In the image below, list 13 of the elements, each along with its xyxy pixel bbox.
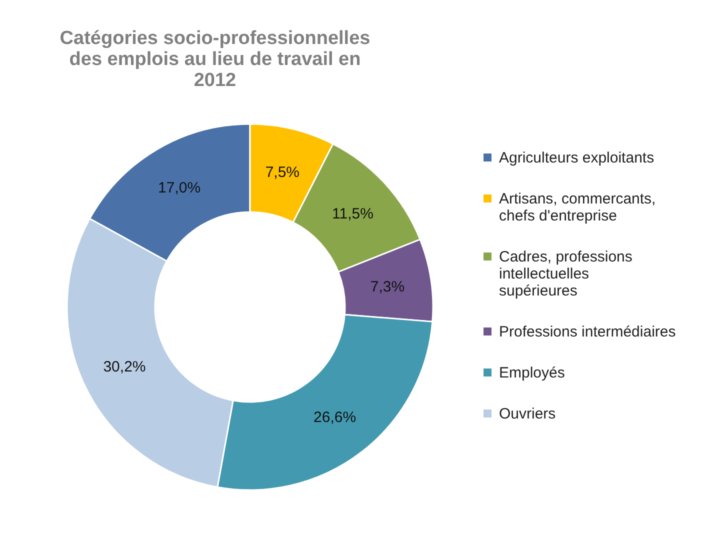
legend-label: Professions intermédiaires	[499, 324, 676, 340]
data-label: 30,2%	[103, 358, 146, 376]
legend-label: Cadres, professions intellectuelles supérieures	[499, 248, 632, 300]
data-label: 26,6%	[314, 409, 356, 426]
legend-label: Employés	[499, 364, 565, 382]
legend-label: Ouvriers	[499, 406, 556, 422]
data-label: 11,5%	[332, 205, 374, 222]
legend-label: Agriculteurs exploitants	[499, 150, 654, 166]
data-label: 17,0%	[158, 179, 201, 196]
legend-label: Artisans, commercants, chefs d'entreprise	[499, 190, 656, 224]
chart-title: Catégories socio-professionnelles des emplois au lieu de travail en 2012	[60, 28, 370, 91]
data-label: 7,5%	[265, 164, 300, 181]
data-label: 7,3%	[370, 278, 405, 296]
